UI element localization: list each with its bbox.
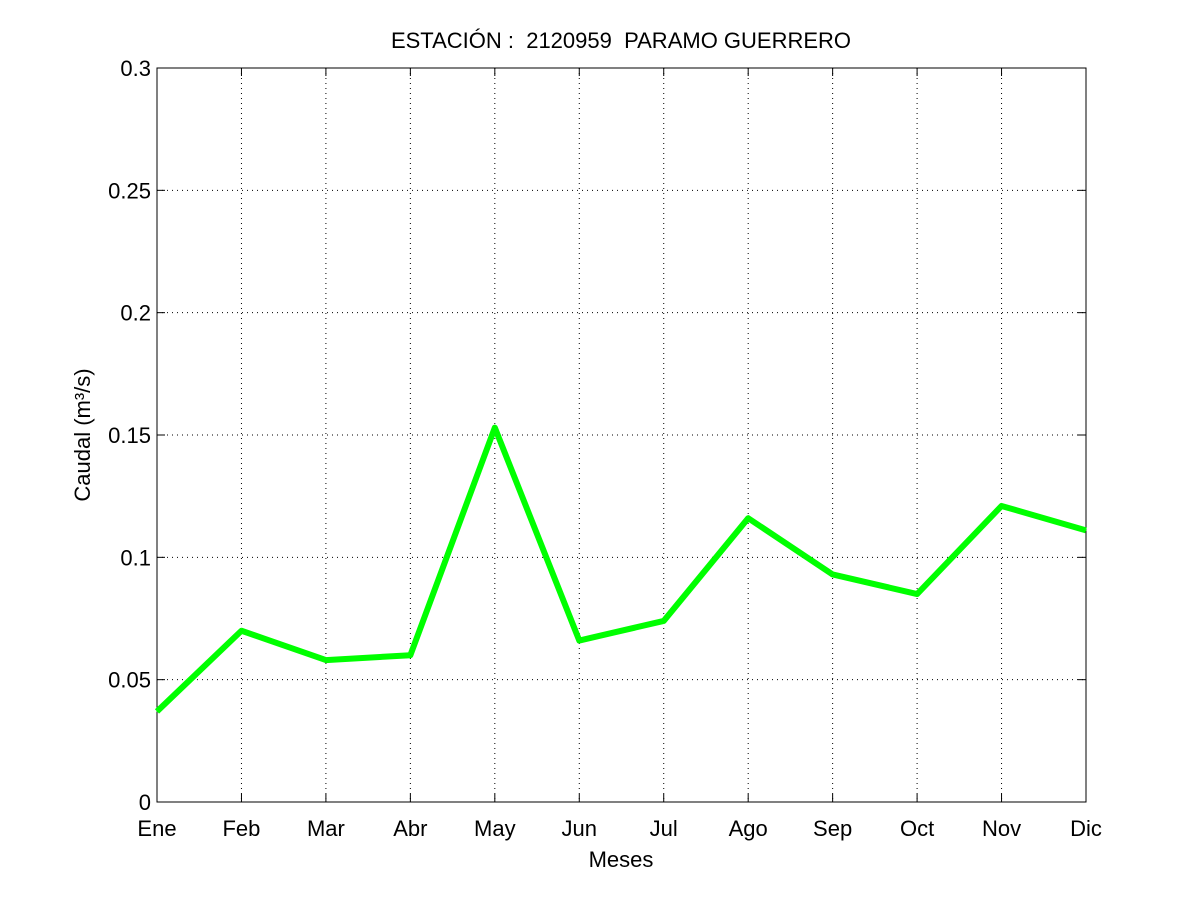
x-tick-label: Nov bbox=[982, 816, 1021, 841]
x-tick-label: Ago bbox=[729, 816, 768, 841]
data-point bbox=[409, 654, 411, 656]
data-point bbox=[325, 659, 327, 661]
y-tick-label: 0.3 bbox=[120, 56, 151, 81]
plot-area bbox=[156, 67, 1087, 803]
x-axis-title: Meses bbox=[589, 847, 654, 872]
y-tick-label: 0.05 bbox=[108, 668, 151, 693]
y-axis-title: Caudal (m³/s) bbox=[70, 368, 95, 501]
data-point bbox=[1001, 505, 1003, 507]
y-tick-label: 0.15 bbox=[108, 423, 151, 448]
y-tick-label: 0.2 bbox=[120, 301, 151, 326]
chart-title: ESTACIÓN : 2120959 PARAMO GUERRERO bbox=[391, 28, 851, 53]
x-tick-label: May bbox=[474, 816, 516, 841]
data-point bbox=[747, 517, 749, 519]
data-point bbox=[240, 630, 242, 632]
x-tick-label: Jul bbox=[650, 816, 678, 841]
x-tick-label: Jun bbox=[562, 816, 597, 841]
data-point bbox=[916, 593, 918, 595]
y-tick-label: 0.1 bbox=[120, 545, 151, 570]
data-point bbox=[1085, 529, 1087, 531]
x-tick-label: Sep bbox=[813, 816, 852, 841]
y-tick-label: 0.25 bbox=[108, 178, 151, 203]
series-layer bbox=[154, 424, 1087, 714]
x-tick-label: Feb bbox=[222, 816, 260, 841]
data-point bbox=[663, 620, 665, 622]
data-point bbox=[494, 427, 496, 429]
y-tick-label: 0 bbox=[139, 790, 151, 815]
x-tick-label: Oct bbox=[900, 816, 934, 841]
series-line bbox=[154, 424, 1087, 714]
tick-labels: Ene Feb Mar Abr May Jun Jul Ago Sep Oct Nov Dic 0 0.0… bbox=[108, 56, 1102, 841]
x-tick-label: Mar bbox=[307, 816, 345, 841]
data-point bbox=[156, 710, 158, 712]
x-tick-label: Abr bbox=[393, 816, 427, 841]
data-point bbox=[578, 640, 580, 642]
tick-marks bbox=[156, 67, 1087, 803]
x-tick-label: Dic bbox=[1070, 816, 1102, 841]
x-tick-label: Ene bbox=[137, 816, 176, 841]
data-point bbox=[832, 573, 834, 575]
